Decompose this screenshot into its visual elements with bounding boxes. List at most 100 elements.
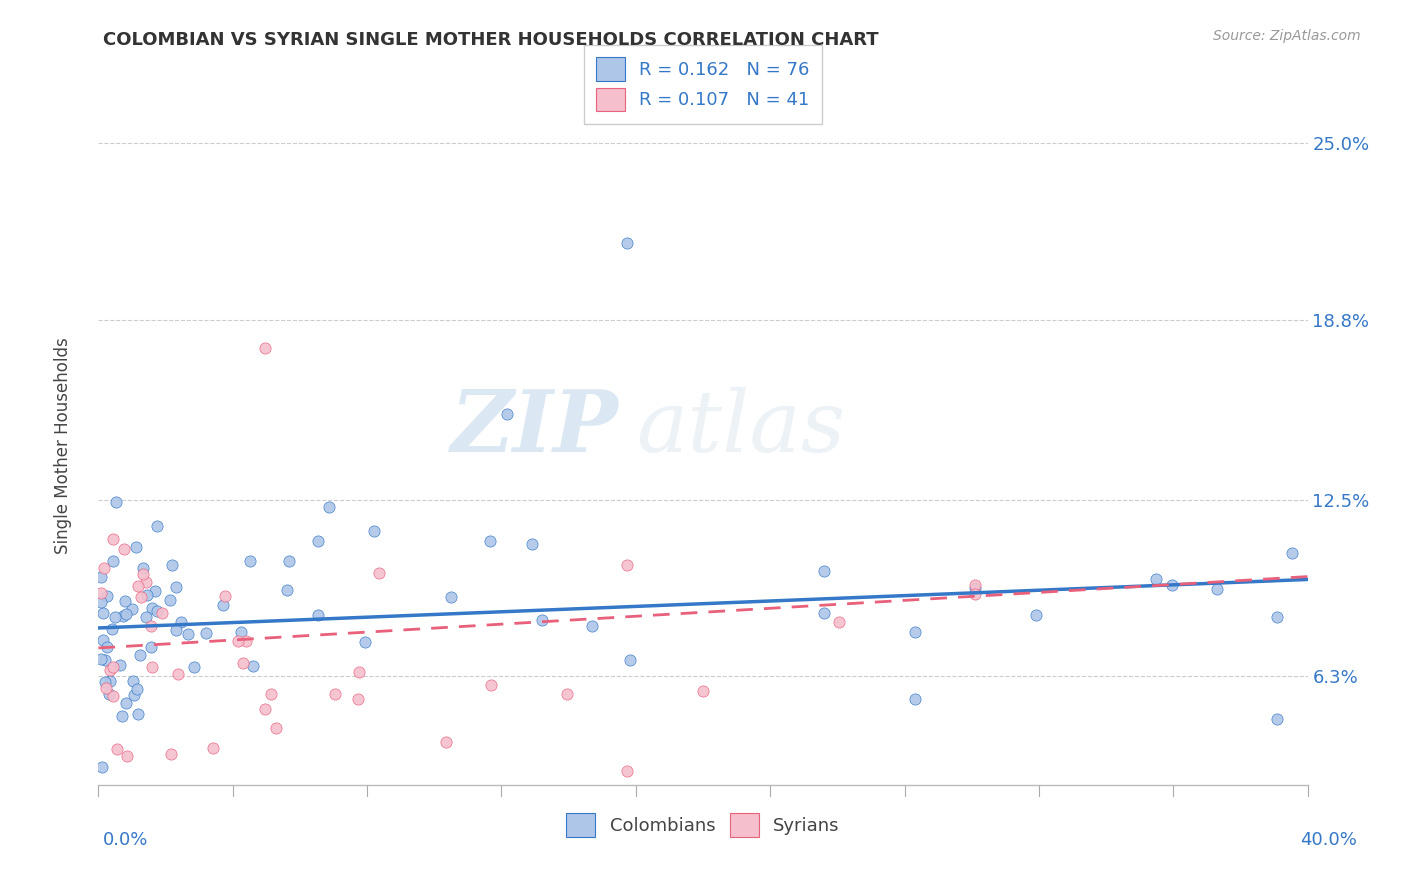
Point <box>110 709 132 723</box>
Point <box>165 624 187 638</box>
Point <box>127 706 149 721</box>
Point <box>93 674 115 689</box>
Point <box>214 589 236 603</box>
Point <box>581 619 603 633</box>
Point <box>1024 607 1046 622</box>
Text: Source: ZipAtlas.com: Source: ZipAtlas.com <box>1213 29 1361 43</box>
Point <box>93 653 115 667</box>
Point <box>239 554 262 568</box>
Point <box>347 692 370 706</box>
Point <box>91 760 114 774</box>
Point <box>1206 582 1229 596</box>
Point <box>495 407 517 421</box>
Point <box>616 764 638 778</box>
Point <box>159 593 181 607</box>
Point <box>520 537 543 551</box>
Point <box>232 656 254 670</box>
Point <box>692 684 714 698</box>
Point <box>93 561 115 575</box>
Point <box>1267 712 1289 726</box>
Point <box>211 598 233 612</box>
Point <box>353 634 375 648</box>
Point <box>307 534 329 549</box>
Point <box>125 540 148 554</box>
Point <box>141 660 163 674</box>
Point <box>253 341 276 355</box>
Legend: Colombians, Syrians: Colombians, Syrians <box>560 806 846 844</box>
Point <box>115 748 138 763</box>
Point <box>98 663 121 677</box>
Point <box>135 574 157 589</box>
Point <box>478 533 501 548</box>
Point <box>101 689 124 703</box>
Point <box>139 619 162 633</box>
Point <box>307 607 329 622</box>
Point <box>166 667 188 681</box>
Point <box>323 687 346 701</box>
Point <box>146 604 169 618</box>
Point <box>129 590 152 604</box>
Point <box>813 607 835 621</box>
Point <box>127 579 149 593</box>
Point <box>260 687 283 701</box>
Point <box>101 623 124 637</box>
Point <box>112 541 135 556</box>
Point <box>98 673 121 688</box>
Point <box>135 610 157 624</box>
Point <box>202 740 225 755</box>
Point <box>160 558 183 572</box>
Point <box>242 659 264 673</box>
Point <box>96 590 118 604</box>
Point <box>91 606 114 620</box>
Point <box>264 721 287 735</box>
Point <box>159 747 181 761</box>
Point <box>183 659 205 673</box>
Point <box>114 594 136 608</box>
Point <box>904 692 927 706</box>
Point <box>135 588 157 602</box>
Point <box>828 615 851 630</box>
Text: COLOMBIAN VS SYRIAN SINGLE MOTHER HOUSEHOLDS CORRELATION CHART: COLOMBIAN VS SYRIAN SINGLE MOTHER HOUSEH… <box>103 31 879 49</box>
Point <box>103 554 125 568</box>
Text: ZIP: ZIP <box>450 386 619 470</box>
Point <box>115 696 138 710</box>
Point <box>1281 546 1303 560</box>
Text: Single Mother Households: Single Mother Households <box>55 338 72 554</box>
Point <box>98 686 121 700</box>
Point <box>111 608 134 623</box>
Point <box>226 634 249 648</box>
Point <box>96 640 118 655</box>
Point <box>965 578 987 592</box>
Point <box>104 610 127 624</box>
Point <box>530 613 553 627</box>
Point <box>235 633 257 648</box>
Text: 0.0%: 0.0% <box>103 831 148 849</box>
Point <box>616 235 638 250</box>
Point <box>121 673 143 688</box>
Point <box>231 625 253 640</box>
Point <box>349 665 371 679</box>
Point <box>132 561 155 575</box>
Point <box>105 742 128 756</box>
Point <box>170 615 193 629</box>
Point <box>90 570 112 584</box>
Point <box>101 532 124 546</box>
Point <box>619 653 641 667</box>
Point <box>434 735 457 749</box>
Point <box>616 558 638 572</box>
Point <box>1144 572 1167 586</box>
Point <box>150 606 173 620</box>
Point <box>90 652 112 666</box>
Point <box>145 583 167 598</box>
Point <box>165 580 187 594</box>
Point <box>177 627 200 641</box>
Point <box>195 626 218 640</box>
Point <box>122 689 145 703</box>
Point <box>367 566 389 581</box>
Point <box>145 519 167 533</box>
Point <box>1160 578 1182 592</box>
Point <box>813 564 835 578</box>
Point <box>103 660 125 674</box>
Point <box>440 590 463 604</box>
Point <box>965 581 987 595</box>
